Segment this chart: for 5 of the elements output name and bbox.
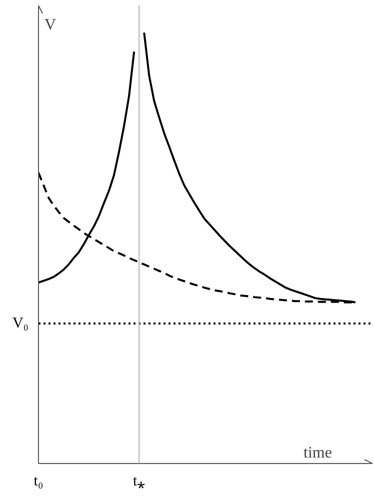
x-tick-label: t₀ — [34, 474, 44, 490]
x-tick-label: t⁎ — [133, 474, 146, 490]
y-axis-title: V — [44, 16, 56, 34]
ref-line-label: V₀ — [12, 315, 28, 332]
x-axis-title: time — [304, 444, 332, 462]
